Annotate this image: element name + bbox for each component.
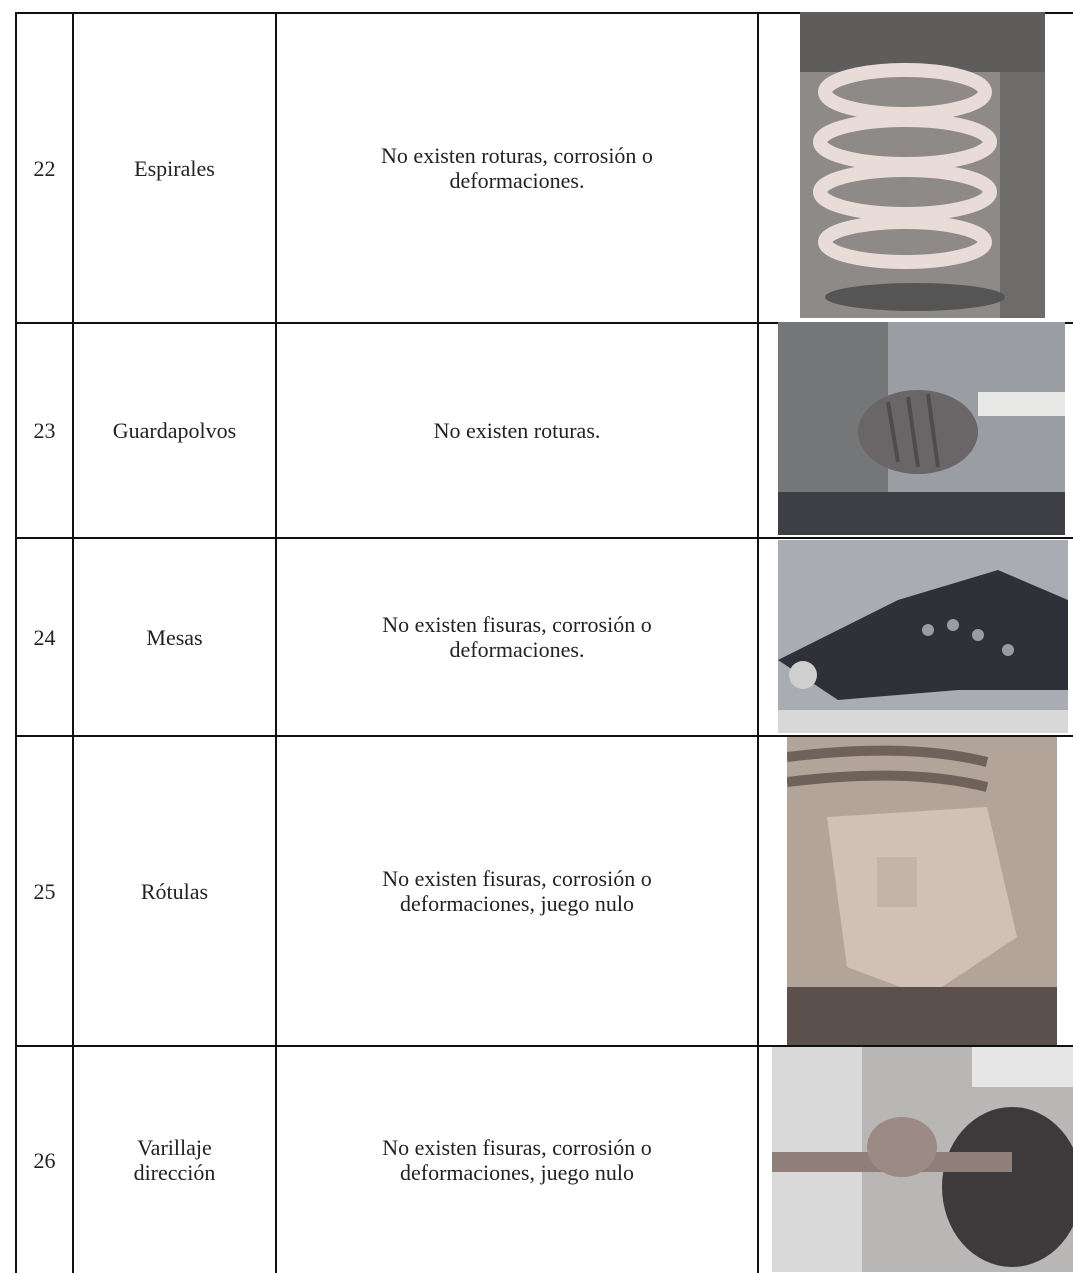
- description-cell: No existen fisuras, corrosión o deformac…: [275, 735, 759, 1047]
- number-cell: 25: [15, 735, 74, 1047]
- photo: [800, 12, 1045, 318]
- description: No existen roturas, corrosión o deformac…: [381, 143, 653, 193]
- photo: [778, 540, 1068, 733]
- component-cell: Guardapolvos: [72, 322, 277, 539]
- description: No existen fisuras, corrosión o deformac…: [382, 866, 652, 916]
- component-cell: Espirales: [72, 12, 277, 324]
- component: Mesas: [146, 624, 203, 650]
- component-cell: Varillaje dirección: [72, 1045, 277, 1273]
- component: Varillaje dirección: [133, 1135, 216, 1185]
- component: Espirales: [134, 155, 215, 181]
- description: No existen fisuras, corrosión o deformac…: [382, 1135, 652, 1185]
- number-cell: 24: [15, 537, 74, 737]
- photo: [772, 1047, 1073, 1272]
- description: No existen roturas.: [433, 418, 601, 443]
- description-cell: No existen roturas, corrosión o deformac…: [275, 12, 759, 324]
- description-cell: No existen roturas.: [275, 322, 759, 539]
- number-cell: 26: [15, 1045, 74, 1273]
- number-cell: 23: [15, 322, 74, 539]
- row: 25 Rótulas No existen fisuras, corrosión…: [15, 735, 1073, 1047]
- number-cell: 22: [15, 12, 74, 324]
- photo: [778, 322, 1065, 535]
- description-cell: No existen fisuras, corrosión o deformac…: [275, 537, 759, 737]
- component: Rótulas: [140, 878, 209, 904]
- component: Guardapolvos: [112, 418, 237, 443]
- component-cell: Mesas: [72, 537, 277, 737]
- photo: [787, 737, 1057, 1045]
- description: No existen fisuras, corrosión o deformac…: [382, 612, 652, 662]
- component-cell: Rótulas: [72, 735, 277, 1047]
- description-cell: No existen fisuras, corrosión o deformac…: [275, 1045, 759, 1273]
